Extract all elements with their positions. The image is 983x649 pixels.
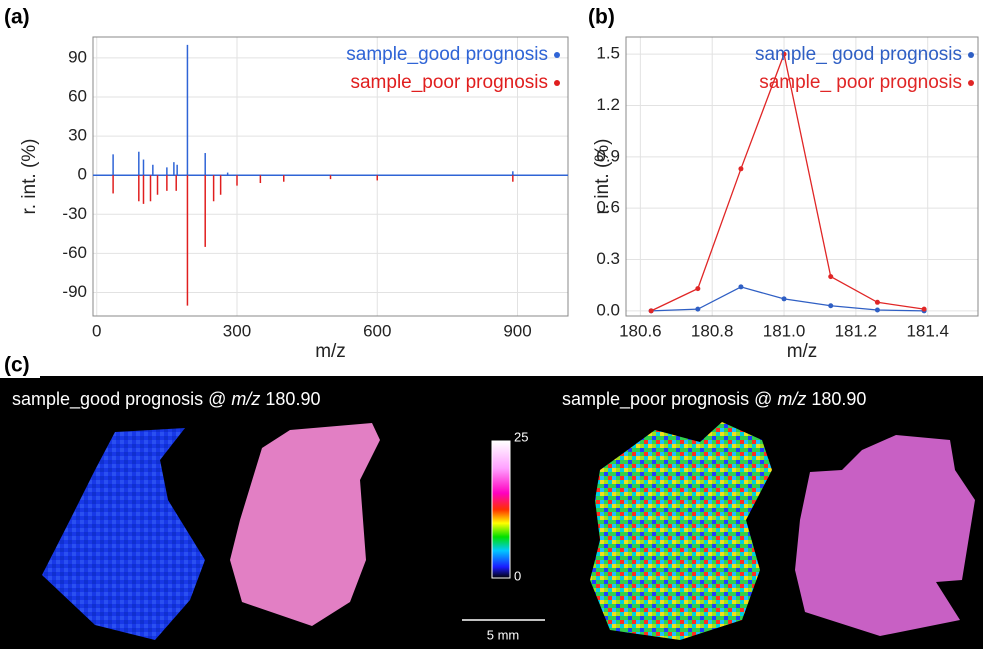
x-tick-label: 181.2 [835, 321, 878, 340]
legend-marker [968, 52, 974, 58]
plot-frame [92, 36, 569, 317]
x-tick-label: 180.8 [691, 321, 734, 340]
plot-frame [625, 36, 979, 317]
point [781, 296, 787, 302]
colorbar [491, 440, 511, 579]
legend-label: sample_good prognosis [346, 44, 548, 65]
x-tick-label: 181.0 [763, 321, 806, 340]
caption: sample_poor prognosis @ [562, 389, 777, 410]
y-tick-label: 90 [68, 47, 87, 66]
scale-bar-label: 5 mm [487, 627, 520, 642]
colorbar-min: 0 [514, 568, 521, 583]
y-tick-label: 0.9 [596, 146, 620, 165]
y-tick-label: 0.0 [596, 300, 620, 319]
point [781, 51, 787, 57]
x-tick-label: 600 [363, 321, 391, 340]
point [874, 299, 880, 305]
legend-marker [554, 52, 560, 58]
caption-mz: m/z [231, 389, 260, 409]
image-caption: sample_poor prognosis @ m/z 180.90 [562, 389, 866, 410]
caption: sample_good prognosis @ [12, 389, 231, 410]
caption-mz: m/z [777, 389, 806, 409]
y-tick-label: 0 [78, 165, 87, 184]
legend-marker [554, 80, 560, 86]
label-box [0, 352, 40, 378]
y-tick-label: 1.5 [596, 44, 620, 63]
y-tick-label: 60 [68, 86, 87, 105]
caption-value: 180.90 [260, 389, 320, 409]
x-axis-label: m/z [787, 341, 818, 362]
y-tick-label: -60 [62, 243, 87, 262]
point [828, 274, 834, 280]
colorbar-max: 25 [514, 429, 528, 444]
panel-label: (b) [588, 6, 615, 29]
y-tick-label: -90 [62, 282, 87, 301]
y-tick-label: 1.2 [596, 95, 620, 114]
legend-marker [968, 80, 974, 86]
y-tick-label: 30 [68, 126, 87, 145]
point [648, 308, 654, 314]
msi-image-poor [590, 422, 772, 640]
point [921, 306, 927, 312]
y-axis-label: r. int. (%) [19, 138, 40, 214]
image-caption: sample_good prognosis @ m/z 180.90 [12, 389, 320, 410]
y-tick-label: 0.3 [596, 249, 620, 268]
legend-label: sample_ good prognosis [755, 44, 962, 65]
point [874, 307, 880, 313]
point [695, 286, 701, 292]
he-image-good [230, 423, 380, 626]
point [828, 303, 834, 309]
x-axis-label: m/z [315, 341, 346, 362]
legend-label: sample_ poor prognosis [759, 72, 962, 93]
point [695, 306, 701, 312]
y-tick-label: 0.6 [596, 198, 620, 217]
x-tick-label: 180.6 [619, 321, 662, 340]
x-tick-label: 0 [92, 321, 101, 340]
x-tick-label: 300 [223, 321, 251, 340]
point [738, 284, 744, 290]
x-tick-label: 181.4 [906, 321, 949, 340]
y-axis-label: r. int. (%) [592, 138, 613, 214]
x-tick-label: 900 [503, 321, 531, 340]
he-image-poor [795, 435, 975, 636]
point [738, 166, 744, 172]
panel-label: (a) [4, 6, 30, 29]
y-tick-label: -30 [62, 204, 87, 223]
legend-label: sample_poor prognosis [350, 72, 548, 93]
series-line [651, 286, 925, 312]
msi-image-good [42, 428, 205, 640]
caption-value: 180.90 [806, 389, 866, 409]
panel-label: (c) [4, 354, 30, 377]
